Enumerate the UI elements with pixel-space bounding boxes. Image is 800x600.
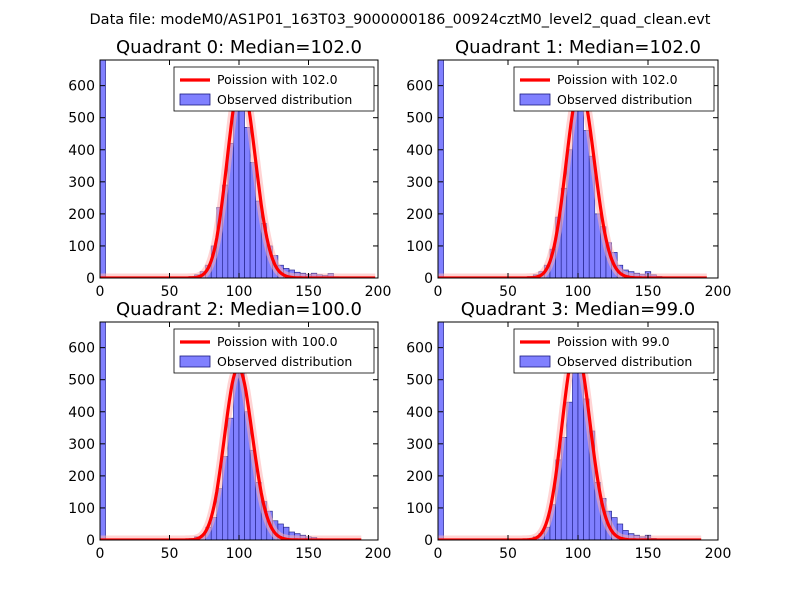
y-tick-label: 500 (406, 111, 433, 127)
legend: Poission with 102.0 Observed distribution (173, 66, 375, 112)
histogram-bar (438, 60, 444, 278)
panel-3: 0 50 100 150 200 0 100 200 300 400 500 600 Quadrant … (406, 299, 731, 562)
y-tick-label: 200 (68, 469, 95, 485)
y-tick-label: 400 (68, 143, 95, 159)
y-tick-label: 600 (68, 341, 95, 357)
y-tick-label: 0 (86, 271, 95, 287)
y-tick-label: 200 (406, 207, 433, 223)
y-tick-label: 100 (68, 501, 95, 517)
legend-label-poisson: Poission with 100.0 (217, 334, 338, 349)
legend-label-observed: Observed distribution (217, 354, 352, 369)
x-tick-label: 100 (226, 284, 253, 300)
legend: Poission with 99.0 Observed distribution (513, 328, 715, 374)
legend-label-poisson: Poission with 99.0 (557, 334, 670, 349)
legend-label-observed: Observed distribution (557, 92, 692, 107)
x-tick-label: 50 (161, 546, 179, 562)
legend-bar-swatch (179, 93, 211, 106)
x-tick-label: 50 (499, 546, 517, 562)
x-tick-label: 0 (96, 284, 105, 300)
x-tick-label: 200 (365, 546, 392, 562)
histogram-bar (438, 322, 444, 540)
x-tick-label: 200 (705, 284, 732, 300)
histogram-bar (583, 130, 590, 278)
poisson-curve (438, 85, 707, 278)
y-tick-label: 100 (406, 239, 433, 255)
y-tick-label: 400 (406, 143, 433, 159)
histogram-bar (244, 127, 251, 278)
x-tick-label: 200 (365, 284, 392, 300)
y-tick-label: 100 (68, 239, 95, 255)
y-tick-label: 0 (86, 533, 95, 549)
x-tick-label: 150 (635, 284, 662, 300)
legend-label-poisson: Poission with 102.0 (557, 72, 678, 87)
y-tick-label: 300 (68, 175, 95, 191)
histogram-bar (572, 360, 579, 540)
x-tick-label: 150 (295, 546, 322, 562)
x-tick-label: 0 (434, 546, 443, 562)
legend: Poission with 102.0 Observed distribution (513, 66, 715, 112)
y-tick-label: 400 (68, 405, 95, 421)
legend-bar-swatch (519, 93, 551, 106)
histogram-bar (100, 60, 106, 278)
x-tick-label: 200 (705, 546, 732, 562)
plot-area (100, 322, 362, 540)
legend-bar-swatch (519, 355, 551, 368)
y-tick-label: 600 (406, 79, 433, 95)
y-tick-label: 300 (68, 437, 95, 453)
x-tick-label: 100 (565, 546, 592, 562)
panel-1: 0 50 100 150 200 0 100 200 300 400 500 600 Quadrant … (406, 37, 731, 300)
panel-title: Quadrant 2: Median=100.0 (116, 299, 362, 320)
y-tick-label: 500 (406, 373, 433, 389)
plot-area (438, 60, 707, 278)
x-tick-label: 100 (226, 546, 253, 562)
y-tick-label: 400 (406, 405, 433, 421)
y-tick-label: 300 (406, 175, 433, 191)
y-tick-label: 500 (68, 111, 95, 127)
panel-0: 0 50 100 150 200 0 100 200 300 400 500 600 Quadrant … (68, 37, 391, 300)
y-tick-label: 600 (406, 341, 433, 357)
y-tick-label: 200 (406, 469, 433, 485)
y-tick-label: 500 (68, 373, 95, 389)
panel-2: 0 50 100 150 200 0 100 200 300 400 500 600 Quadrant … (68, 299, 391, 562)
histogram-bar (100, 322, 106, 540)
x-tick-label: 150 (635, 546, 662, 562)
y-tick-label: 0 (424, 271, 433, 287)
y-tick-label: 600 (68, 79, 95, 95)
x-tick-label: 50 (161, 284, 179, 300)
x-tick-label: 0 (434, 284, 443, 300)
x-tick-label: 0 (96, 546, 105, 562)
legend-label-observed: Observed distribution (217, 92, 352, 107)
poisson-curve (100, 366, 362, 540)
histogram-bar (566, 401, 573, 540)
legend-label-poisson: Poission with 102.0 (217, 72, 338, 87)
y-tick-label: 300 (406, 437, 433, 453)
x-tick-label: 50 (499, 284, 517, 300)
panel-title: Quadrant 1: Median=102.0 (455, 37, 701, 58)
legend-label-observed: Observed distribution (557, 354, 692, 369)
legend-bar-swatch (179, 355, 211, 368)
y-tick-label: 0 (424, 533, 433, 549)
panel-title: Quadrant 0: Median=102.0 (116, 37, 362, 58)
panels: 0 50 100 150 2000100200300400500600Quadrant … (68, 37, 731, 562)
y-tick-label: 100 (406, 501, 433, 517)
panel-title: Quadrant 3: Median=99.0 (461, 299, 696, 320)
legend: Poission with 100.0 Observed distribution (173, 328, 375, 374)
x-tick-label: 100 (565, 284, 592, 300)
x-tick-label: 150 (295, 284, 322, 300)
suptitle: Data file: modeM0/AS1P01_163T03_90000001… (90, 12, 711, 28)
y-tick-label: 200 (68, 207, 95, 223)
